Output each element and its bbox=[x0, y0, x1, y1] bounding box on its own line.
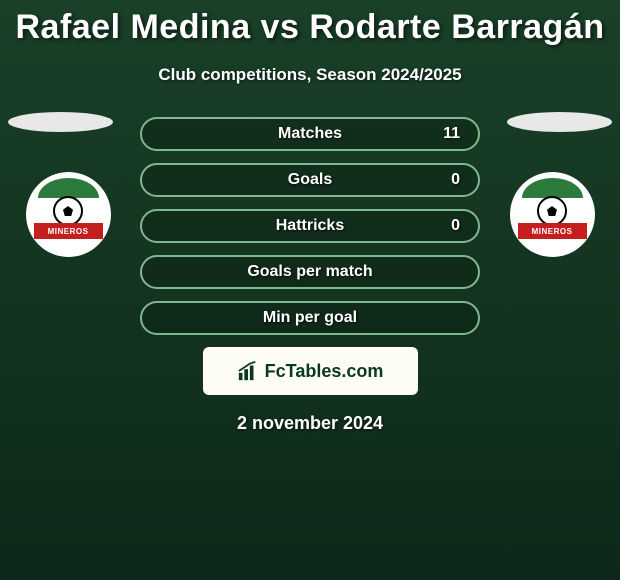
stat-label: Hattricks bbox=[276, 217, 344, 235]
stat-row-matches: Matches 11 bbox=[140, 117, 480, 151]
brand-text: FcTables.com bbox=[265, 361, 384, 382]
stats-container: MINEROS MINEROS Matches 11 Goals 0 Hattr… bbox=[0, 117, 620, 335]
page-title: Rafael Medina vs Rodarte Barragán bbox=[0, 0, 620, 47]
left-player-oval bbox=[8, 112, 113, 132]
left-team-badge: MINEROS bbox=[18, 172, 118, 257]
stat-label: Min per goal bbox=[263, 309, 357, 327]
right-team-badge: MINEROS bbox=[502, 172, 602, 257]
stat-value: 0 bbox=[451, 171, 460, 189]
stat-row-hattricks: Hattricks 0 bbox=[140, 209, 480, 243]
stat-row-goals-per-match: Goals per match bbox=[140, 255, 480, 289]
chart-icon bbox=[237, 360, 259, 382]
badge-banner-text: MINEROS bbox=[518, 223, 587, 239]
brand-logo-box[interactable]: FcTables.com bbox=[203, 347, 418, 395]
right-player-oval bbox=[507, 112, 612, 132]
stat-value: 11 bbox=[443, 125, 460, 143]
stat-label: Matches bbox=[278, 125, 342, 143]
stat-row-goals: Goals 0 bbox=[140, 163, 480, 197]
stat-value: 0 bbox=[451, 217, 460, 235]
badge-banner-text: MINEROS bbox=[34, 223, 103, 239]
stat-label: Goals bbox=[288, 171, 332, 189]
date-text: 2 november 2024 bbox=[0, 413, 620, 434]
subtitle: Club competitions, Season 2024/2025 bbox=[0, 65, 620, 85]
stat-label: Goals per match bbox=[247, 263, 372, 281]
stat-row-min-per-goal: Min per goal bbox=[140, 301, 480, 335]
